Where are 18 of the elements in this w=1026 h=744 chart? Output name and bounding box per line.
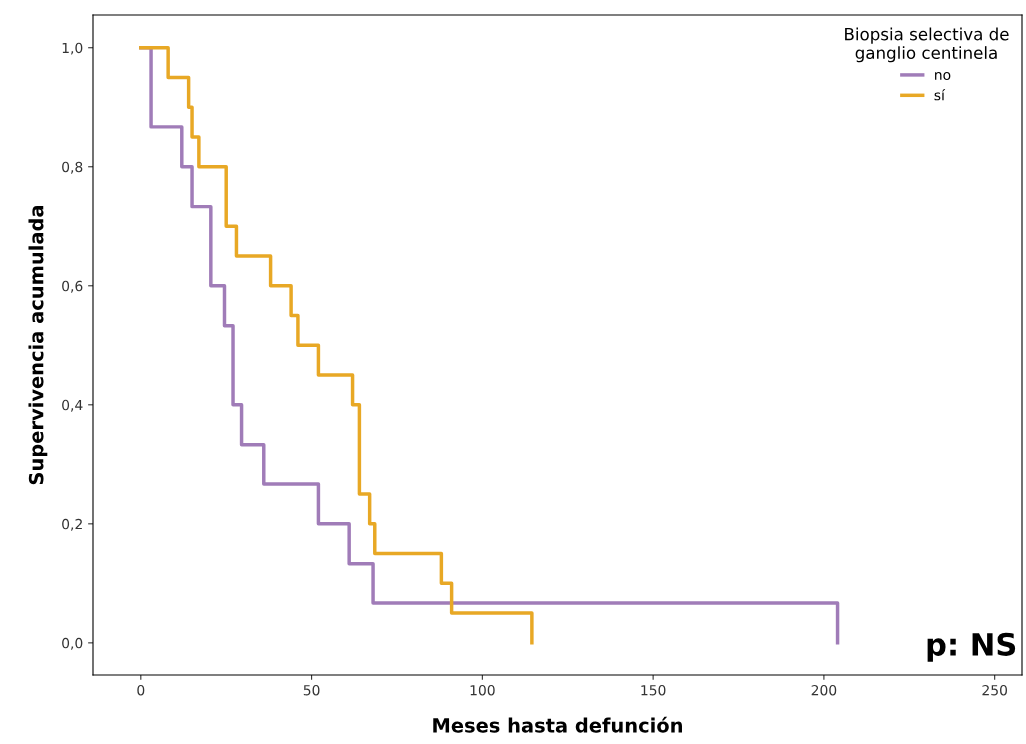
annotation: p: NS	[927, 632, 1016, 662]
x-tick-label: 50	[303, 684, 320, 696]
y-tick-label: 0,8	[62, 161, 83, 174]
x-tick-label: 150	[641, 684, 666, 696]
y-tick-label: 0,0	[62, 637, 83, 650]
legend-label: sí	[934, 89, 946, 101]
y-tick-label: 0,6	[62, 280, 83, 293]
legend-title: Biopsia selectiva de ganglio centinela	[845, 27, 1009, 63]
x-axis-title: Meses hasta defunción	[433, 716, 682, 733]
x-tick-label: 0	[137, 684, 145, 696]
y-axis-title: Supervivencia acumulada	[28, 205, 48, 485]
y-tick-label: 0,2	[62, 518, 82, 531]
x-tick-label: 200	[811, 684, 837, 696]
y-tick-label: 1,0	[62, 42, 83, 55]
x-tick-label: 250	[982, 684, 1008, 696]
x-tick-label: 100	[470, 684, 495, 696]
legend-label: no	[935, 72, 951, 80]
y-tick-label: 0,4	[62, 399, 83, 412]
